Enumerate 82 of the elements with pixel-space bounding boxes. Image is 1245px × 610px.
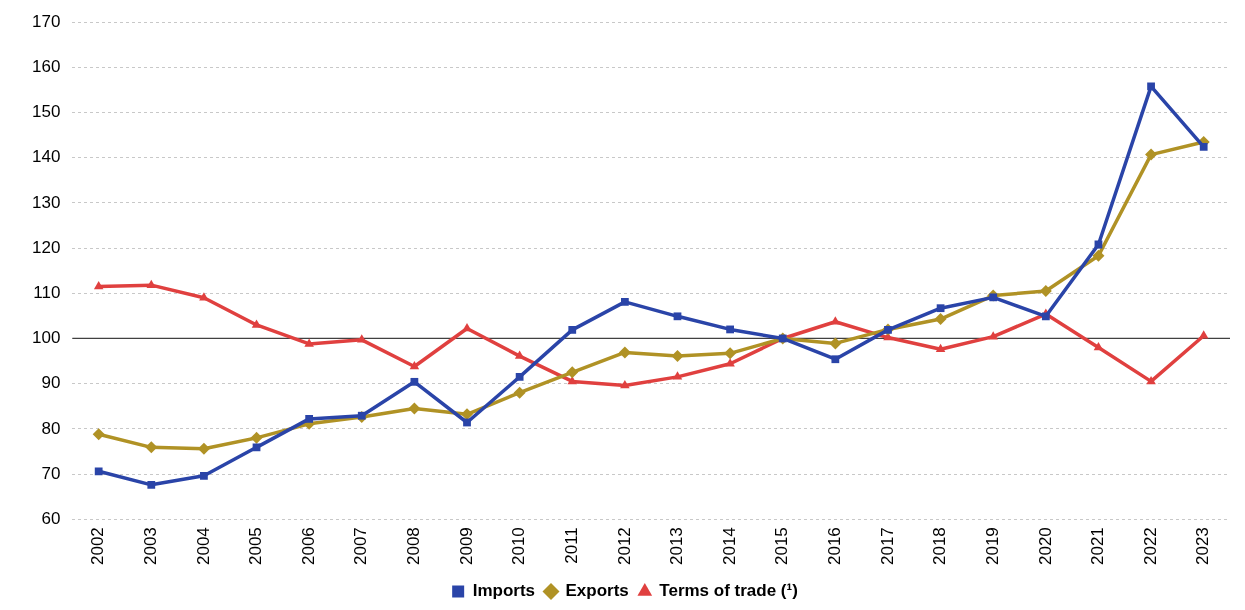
- point: [566, 366, 579, 379]
- point: [673, 312, 682, 321]
- point: [989, 293, 998, 302]
- point: [1145, 148, 1158, 161]
- x-tick-label: 2007: [351, 527, 371, 566]
- point: [250, 431, 263, 444]
- point: [252, 443, 261, 452]
- legend-label: Exports: [565, 581, 629, 601]
- x-tick-label: 2005: [246, 527, 266, 566]
- point: [1199, 143, 1208, 151]
- point: [988, 331, 998, 340]
- y-tick-label: 170: [31, 11, 61, 31]
- point: [93, 281, 104, 290]
- point: [830, 316, 841, 325]
- point: [726, 325, 734, 334]
- x-tick-label: 2003: [140, 527, 160, 566]
- x-tick-label: 2004: [193, 527, 213, 566]
- point: [1041, 312, 1050, 321]
- x-tick-label: 2010: [509, 527, 529, 566]
- point: [304, 338, 314, 347]
- point: [1092, 249, 1105, 262]
- y-tick-label: 150: [31, 102, 61, 122]
- point: [199, 292, 209, 301]
- point: [357, 411, 366, 420]
- point: [1198, 330, 1209, 339]
- x-tick-label: 2018: [930, 527, 950, 566]
- point: [94, 467, 103, 476]
- y-tick-label: 160: [31, 57, 61, 77]
- point: [462, 323, 472, 332]
- point: [410, 377, 419, 386]
- y-tick-label: 140: [31, 147, 61, 167]
- point: [672, 371, 683, 380]
- y-tick-label: 100: [31, 328, 61, 348]
- point: [829, 337, 842, 350]
- x-tick-label: 2013: [667, 527, 687, 566]
- point: [568, 325, 577, 334]
- y-tick-label: 60: [41, 508, 61, 528]
- x-tick-label: 2011: [561, 527, 581, 564]
- x-tick-label: 2023: [1193, 527, 1213, 566]
- point: [936, 304, 945, 313]
- point: [515, 372, 524, 381]
- legend-label: Terms of trade (¹): [659, 581, 798, 601]
- y-tick-label: 130: [31, 192, 61, 212]
- x-tick-label: 2002: [88, 527, 108, 566]
- point: [409, 360, 420, 370]
- point: [92, 428, 105, 441]
- x-tick-label: 2009: [456, 527, 476, 566]
- x-tick-label: 2014: [719, 527, 739, 566]
- y-tick-label: 80: [41, 418, 61, 438]
- x-tick-label: 2017: [877, 527, 897, 566]
- point: [831, 355, 840, 364]
- point: [147, 480, 156, 489]
- point: [724, 347, 737, 360]
- y-tick-label: 110: [33, 282, 61, 302]
- point: [305, 414, 314, 423]
- point: [513, 386, 526, 399]
- x-tick-label: 2012: [614, 527, 634, 566]
- point: [725, 358, 735, 367]
- x-tick-label: 2015: [772, 527, 792, 566]
- point: [1146, 375, 1156, 385]
- x-tick-label: 2021: [1088, 527, 1108, 566]
- y-tick-label: 70: [41, 463, 61, 483]
- x-tick-label: 2019: [982, 527, 1002, 566]
- point: [618, 346, 631, 359]
- legend-label: Imports: [472, 581, 536, 601]
- point: [200, 471, 208, 480]
- point: [620, 379, 630, 389]
- point: [463, 418, 471, 427]
- x-tick-label: 2006: [298, 527, 318, 566]
- x-tick-label: 2020: [1035, 527, 1055, 566]
- point: [671, 350, 684, 363]
- y-tick-label: 120: [31, 237, 61, 257]
- point: [935, 343, 946, 353]
- point: [408, 402, 421, 415]
- point: [1147, 82, 1155, 91]
- x-tick-label: 2008: [404, 527, 424, 566]
- point: [934, 313, 947, 326]
- point: [620, 297, 629, 306]
- x-tick-label: 2016: [825, 527, 845, 566]
- point: [146, 279, 157, 288]
- y-tick-label: 90: [41, 373, 61, 393]
- x-tick-label: 2022: [1140, 527, 1160, 566]
